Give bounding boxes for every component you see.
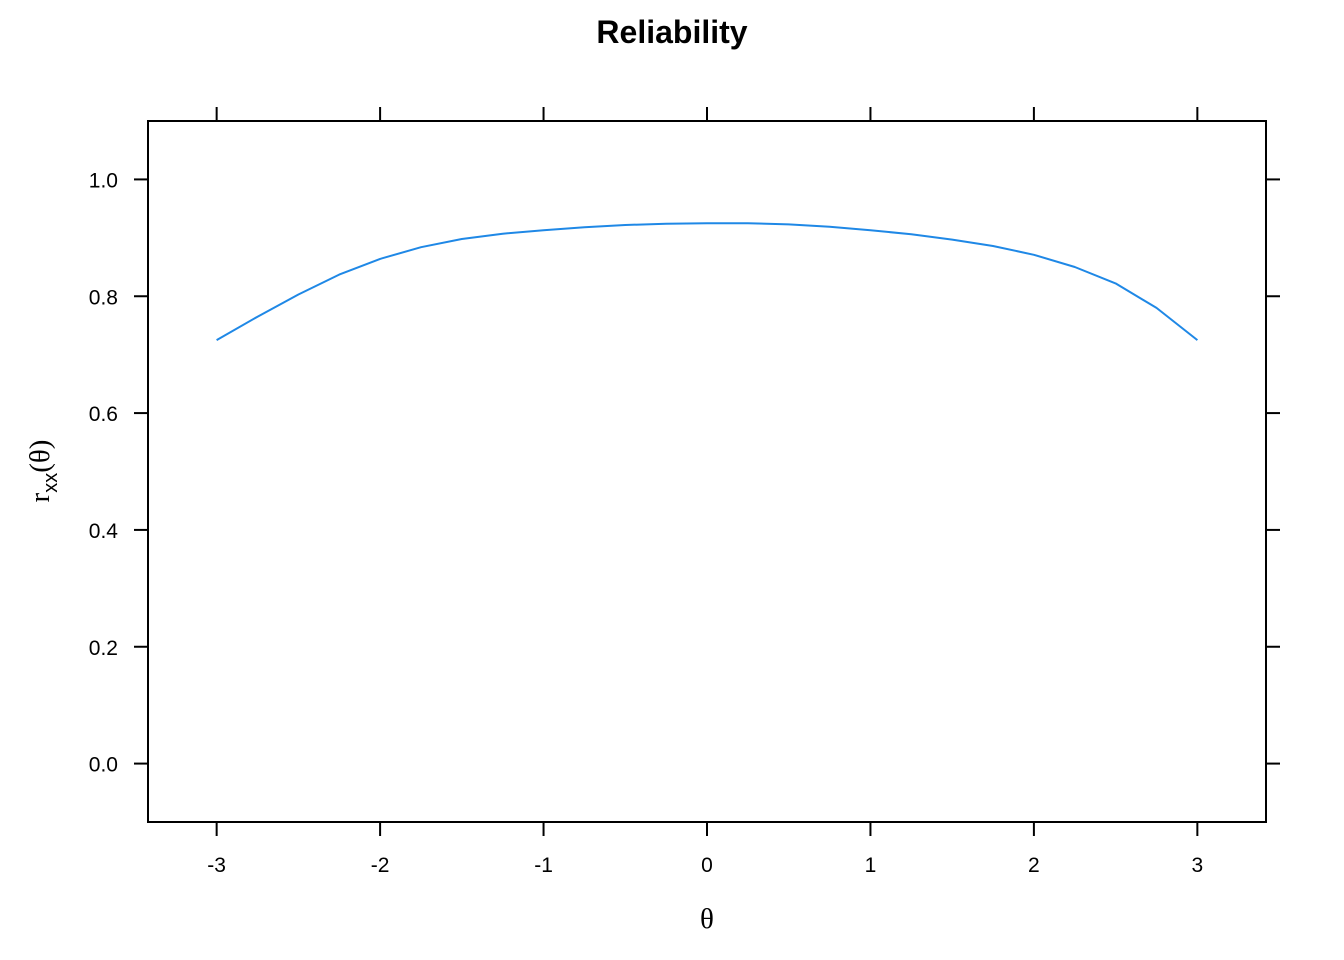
x-axis: -3 -2 -1 0 1 2 3 xyxy=(207,107,1203,877)
y-tick-label: 0.2 xyxy=(89,637,118,660)
plot-frame xyxy=(147,120,1267,823)
x-tick-label: 2 xyxy=(1028,854,1040,877)
chart-title: Reliability xyxy=(596,14,747,50)
x-axis-label: θ xyxy=(700,903,714,935)
x-tick-label: -2 xyxy=(371,854,390,877)
x-tick-label: 3 xyxy=(1192,854,1204,877)
y-tick-label: 0.4 xyxy=(89,520,119,543)
x-tick-label: 1 xyxy=(865,854,877,877)
y-axis-label: rxx(θ) xyxy=(24,440,62,503)
y-axis-label-group: rxx(θ) xyxy=(24,440,62,503)
series-layer xyxy=(216,222,1199,341)
x-tick-label: -1 xyxy=(534,854,553,877)
y-tick-label: 0.8 xyxy=(89,286,118,309)
x-tick-label: -3 xyxy=(207,854,226,877)
y-axis: 0.0 0.2 0.4 0.6 0.8 1.0 xyxy=(89,169,1280,777)
y-axis-label-base: r xyxy=(24,492,56,502)
y-axis-label-suffix: (θ) xyxy=(24,440,56,473)
series-line xyxy=(216,222,1199,341)
y-tick-label: 1.0 xyxy=(89,169,118,192)
x-tick-label: 0 xyxy=(701,854,713,877)
y-tick-label: 0.0 xyxy=(89,754,118,777)
y-axis-label-subscript: xx xyxy=(40,473,62,493)
y-tick-label: 0.6 xyxy=(89,403,118,426)
